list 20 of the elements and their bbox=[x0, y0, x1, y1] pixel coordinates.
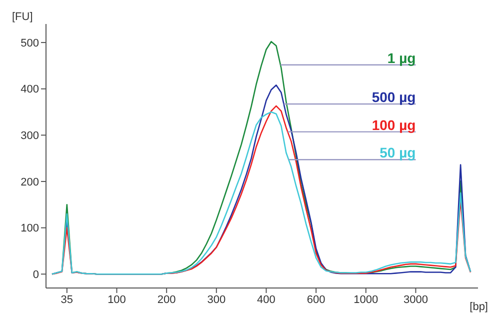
x-axis-title: [bp] bbox=[470, 301, 488, 313]
y-tick-label: 300 bbox=[20, 130, 39, 142]
text: 50 µg bbox=[380, 144, 416, 161]
x-tick-label: 100 bbox=[108, 294, 126, 306]
x-tick-label: 400 bbox=[257, 294, 276, 306]
y-tick-label: 0 bbox=[32, 269, 39, 282]
x-tick-label: 1000 bbox=[354, 294, 378, 306]
y-axis-title: [FU] bbox=[12, 11, 33, 23]
x-tick-label: 600 bbox=[306, 294, 326, 306]
text: 100 µg bbox=[372, 116, 416, 133]
y-tick-label: 500 bbox=[20, 37, 39, 50]
y-tick-label: 400 bbox=[20, 84, 39, 96]
text: 500 µg bbox=[372, 89, 416, 106]
y-tick-label: 200 bbox=[20, 176, 39, 188]
x-tick-label: 3000 bbox=[403, 294, 428, 306]
y-tick-label: 100 bbox=[20, 222, 39, 235]
x-tick-label: 35 bbox=[60, 294, 74, 306]
x-tick-label: 200 bbox=[157, 294, 176, 306]
text: 1 µg bbox=[387, 50, 416, 66]
x-tick-label: 300 bbox=[207, 294, 226, 306]
